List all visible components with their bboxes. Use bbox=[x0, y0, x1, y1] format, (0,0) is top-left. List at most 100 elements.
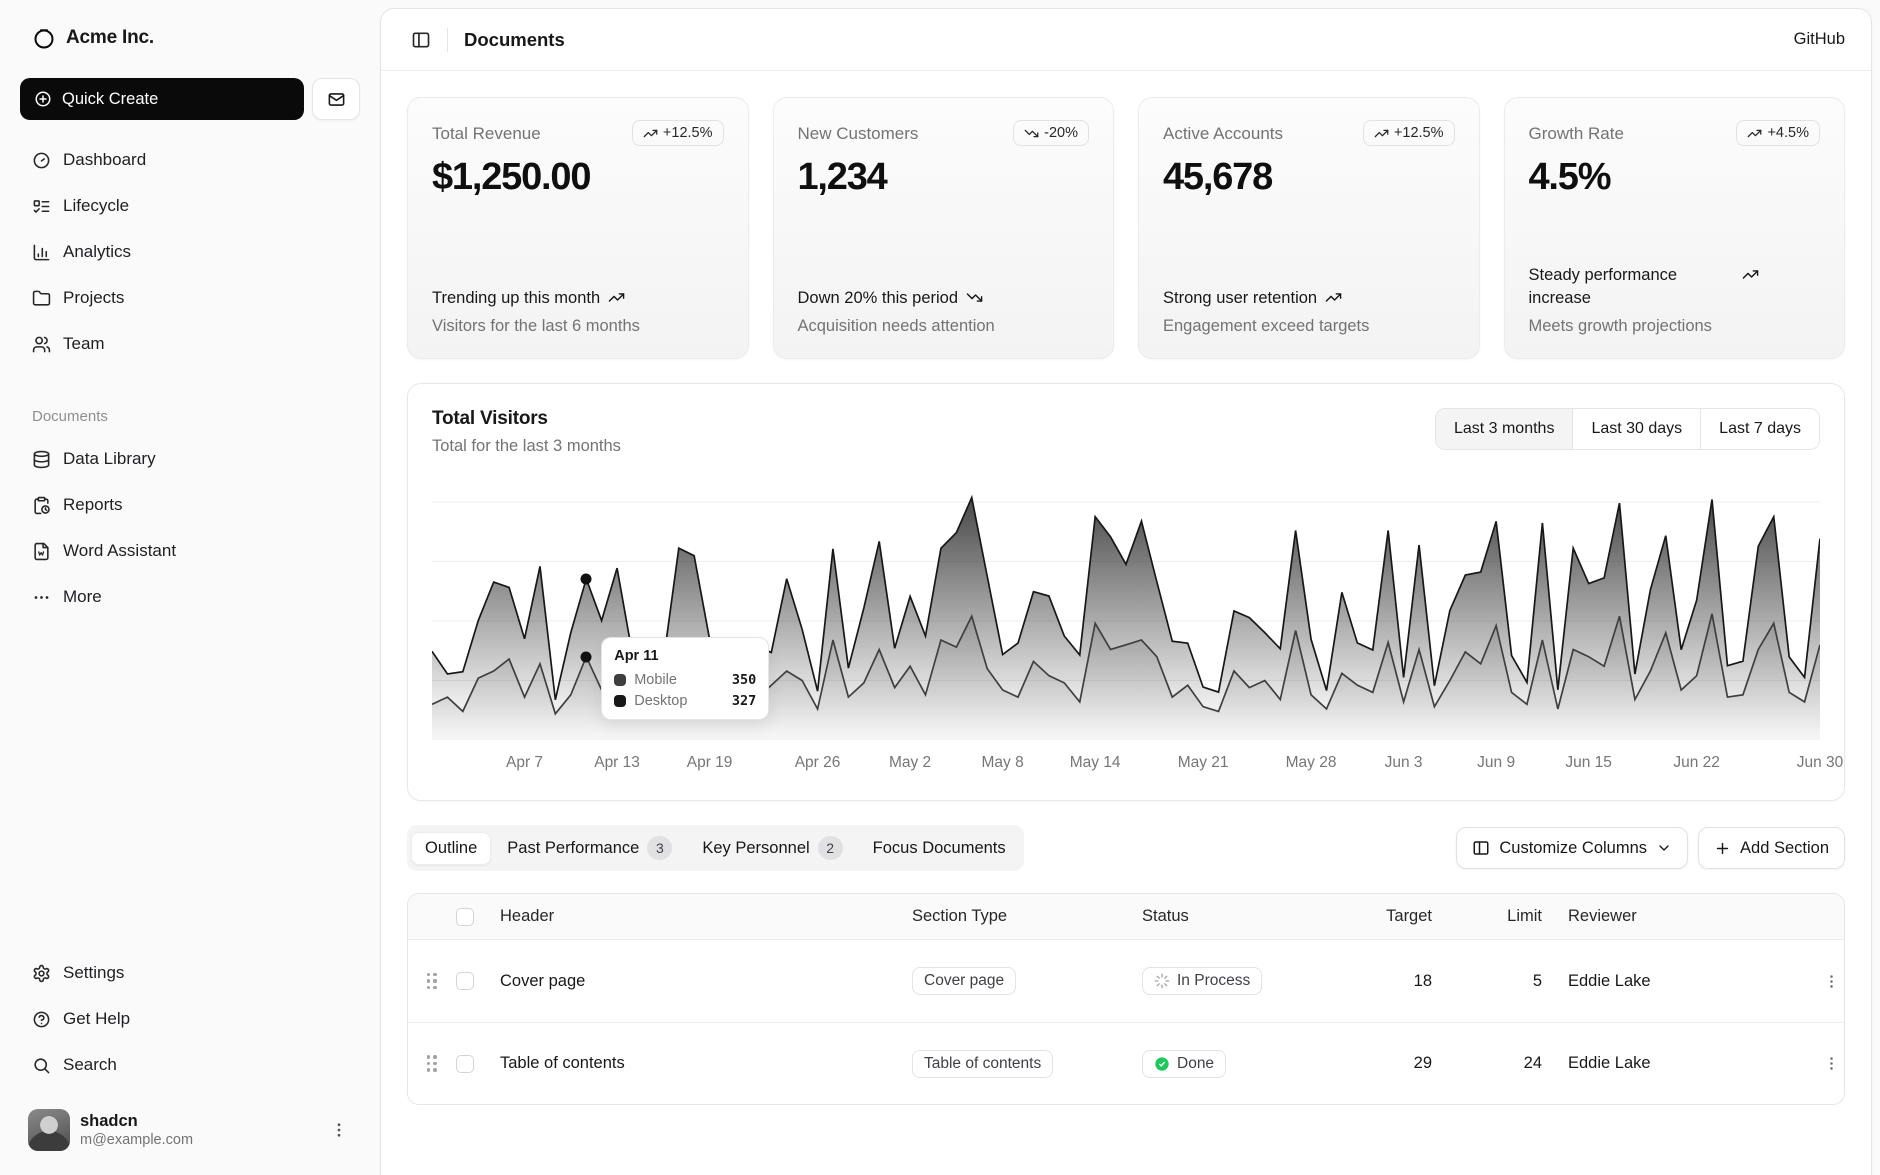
card-growth-rate: Growth Rate +4.5% 4.5% Steady performanc… bbox=[1504, 97, 1846, 359]
range-last-3-months[interactable]: Last 3 months bbox=[1436, 409, 1573, 449]
sidebar-item-dashboard[interactable]: Dashboard bbox=[20, 138, 360, 182]
x-tick: Jun 3 bbox=[1385, 754, 1423, 772]
metric-cards: Total Revenue +12.5% $1,250.00 Trending … bbox=[407, 97, 1845, 359]
sidebar-item-label: Dashboard bbox=[63, 150, 146, 170]
sidebar-item-label: Get Help bbox=[63, 1009, 130, 1029]
card-footer-title: Steady performance increase bbox=[1529, 264, 1734, 309]
circle-plus-icon bbox=[34, 90, 52, 108]
card-footer-title: Trending up this month bbox=[432, 287, 600, 309]
clipboard-clock-icon bbox=[32, 496, 51, 515]
view-tabs: Outline Past Performance3 Key Personnel2… bbox=[407, 825, 1024, 871]
check-circle-icon bbox=[1154, 1056, 1170, 1072]
search-icon bbox=[32, 1056, 51, 1075]
x-tick: Apr 7 bbox=[506, 754, 543, 772]
mobile-swatch bbox=[614, 674, 626, 686]
x-tick: May 28 bbox=[1286, 754, 1337, 772]
sidebar-item-word-assistant[interactable]: Word Assistant bbox=[20, 529, 360, 573]
select-all-checkbox[interactable] bbox=[456, 908, 474, 926]
row-kebab-icon[interactable] bbox=[1819, 969, 1844, 994]
quick-create-button[interactable]: Quick Create bbox=[20, 78, 304, 120]
columns-icon bbox=[1472, 839, 1490, 857]
tab-outline[interactable]: Outline bbox=[411, 832, 491, 865]
trend-badge: +12.5% bbox=[632, 120, 724, 146]
x-tick: May 21 bbox=[1178, 754, 1229, 772]
card-footer-desc: Meets growth projections bbox=[1529, 317, 1821, 336]
user-kebab-icon[interactable] bbox=[326, 1117, 352, 1143]
drag-handle[interactable] bbox=[421, 967, 444, 996]
card-label: Growth Rate bbox=[1529, 120, 1624, 144]
mail-icon bbox=[327, 90, 346, 109]
range-last-30-days[interactable]: Last 30 days bbox=[1572, 409, 1700, 449]
limit-cell[interactable]: 5 bbox=[1432, 972, 1542, 991]
x-axis: Apr 7Apr 13Apr 19Apr 26May 2May 8May 14M… bbox=[432, 750, 1820, 776]
drag-handle[interactable] bbox=[421, 1049, 444, 1078]
sidebar-item-data-library[interactable]: Data Library bbox=[20, 437, 360, 481]
status-badge: Done bbox=[1142, 1050, 1226, 1078]
card-footer-title: Down 20% this period bbox=[798, 287, 959, 309]
github-link[interactable]: GitHub bbox=[1794, 30, 1845, 49]
row-kebab-icon[interactable] bbox=[1819, 1051, 1844, 1076]
target-cell[interactable]: 18 bbox=[1342, 972, 1432, 991]
sidebar-item-label: Reports bbox=[63, 495, 123, 515]
sidebar-item-label: More bbox=[63, 587, 102, 607]
card-footer-desc: Visitors for the last 6 months bbox=[432, 317, 724, 336]
row-checkbox[interactable] bbox=[456, 1055, 474, 1073]
area-chart[interactable]: Apr 11 Mobile 350 Desktop 327 bbox=[432, 490, 1820, 740]
brand[interactable]: Acme Inc. bbox=[20, 20, 360, 56]
quick-create-label: Quick Create bbox=[62, 90, 158, 109]
avatar bbox=[28, 1109, 70, 1151]
tab-past-performance[interactable]: Past Performance3 bbox=[493, 829, 686, 867]
sidebar-item-lifecycle[interactable]: Lifecycle bbox=[20, 184, 360, 228]
reviewer-cell[interactable]: Eddie Lake bbox=[1542, 1054, 1780, 1073]
trending-up-icon bbox=[1374, 126, 1389, 141]
tooltip-row-desktop: Desktop 327 bbox=[614, 693, 756, 709]
card-footer-title: Strong user retention bbox=[1163, 287, 1317, 309]
sidebar-item-label: Data Library bbox=[63, 449, 156, 469]
sidebar-item-get-help[interactable]: Get Help bbox=[20, 997, 360, 1041]
sidebar-toggle-button[interactable] bbox=[407, 26, 435, 54]
sidebar-main-nav: Dashboard Lifecycle Analytics Projects T… bbox=[20, 138, 360, 366]
x-tick: Apr 26 bbox=[795, 754, 841, 772]
customize-columns-button[interactable]: Customize Columns bbox=[1456, 827, 1688, 869]
trending-up-icon bbox=[1325, 289, 1342, 306]
trending-up-icon bbox=[608, 289, 625, 306]
tab-focus-documents[interactable]: Focus Documents bbox=[859, 832, 1020, 865]
sidebar-item-label: Team bbox=[63, 334, 105, 354]
row-title[interactable]: Cover page bbox=[500, 972, 912, 991]
user-name: shadcn bbox=[80, 1111, 193, 1132]
sidebar-documents-nav: Data Library Reports Word Assistant More bbox=[20, 437, 360, 619]
user-menu[interactable]: shadcn m@example.com bbox=[20, 1103, 360, 1157]
sidebar-item-more[interactable]: More bbox=[20, 575, 360, 619]
card-value: $1,250.00 bbox=[432, 156, 724, 199]
target-cell[interactable]: 29 bbox=[1342, 1054, 1432, 1073]
add-section-button[interactable]: Add Section bbox=[1698, 827, 1845, 869]
tab-count-badge: 2 bbox=[818, 836, 843, 860]
sidebar-item-label: Projects bbox=[63, 288, 124, 308]
x-tick: Apr 19 bbox=[687, 754, 733, 772]
range-last-7-days[interactable]: Last 7 days bbox=[1700, 409, 1819, 449]
panel-left-icon bbox=[411, 30, 431, 50]
sidebar-footer-nav: Settings Get Help Search bbox=[20, 951, 360, 1087]
sidebar-item-team[interactable]: Team bbox=[20, 322, 360, 366]
file-word-icon bbox=[32, 542, 51, 561]
card-value: 4.5% bbox=[1529, 156, 1821, 199]
sidebar-item-reports[interactable]: Reports bbox=[20, 483, 360, 527]
inbox-button[interactable] bbox=[312, 78, 360, 120]
row-title[interactable]: Table of contents bbox=[500, 1054, 912, 1073]
sidebar-item-label: Analytics bbox=[63, 242, 131, 262]
trending-down-icon bbox=[1024, 126, 1039, 141]
sidebar-item-search[interactable]: Search bbox=[20, 1043, 360, 1087]
limit-cell[interactable]: 24 bbox=[1432, 1054, 1542, 1073]
row-checkbox[interactable] bbox=[456, 972, 474, 990]
x-tick: Jun 9 bbox=[1477, 754, 1515, 772]
tooltip-date: Apr 11 bbox=[614, 648, 756, 664]
col-target: Target bbox=[1342, 907, 1432, 926]
user-email: m@example.com bbox=[80, 1131, 193, 1149]
sidebar-item-settings[interactable]: Settings bbox=[20, 951, 360, 995]
reviewer-cell[interactable]: Eddie Lake bbox=[1542, 972, 1780, 991]
sidebar-item-analytics[interactable]: Analytics bbox=[20, 230, 360, 274]
tab-key-personnel[interactable]: Key Personnel2 bbox=[688, 829, 856, 867]
topbar: Documents GitHub bbox=[381, 9, 1871, 71]
trending-up-icon bbox=[1742, 266, 1759, 283]
sidebar-item-projects[interactable]: Projects bbox=[20, 276, 360, 320]
